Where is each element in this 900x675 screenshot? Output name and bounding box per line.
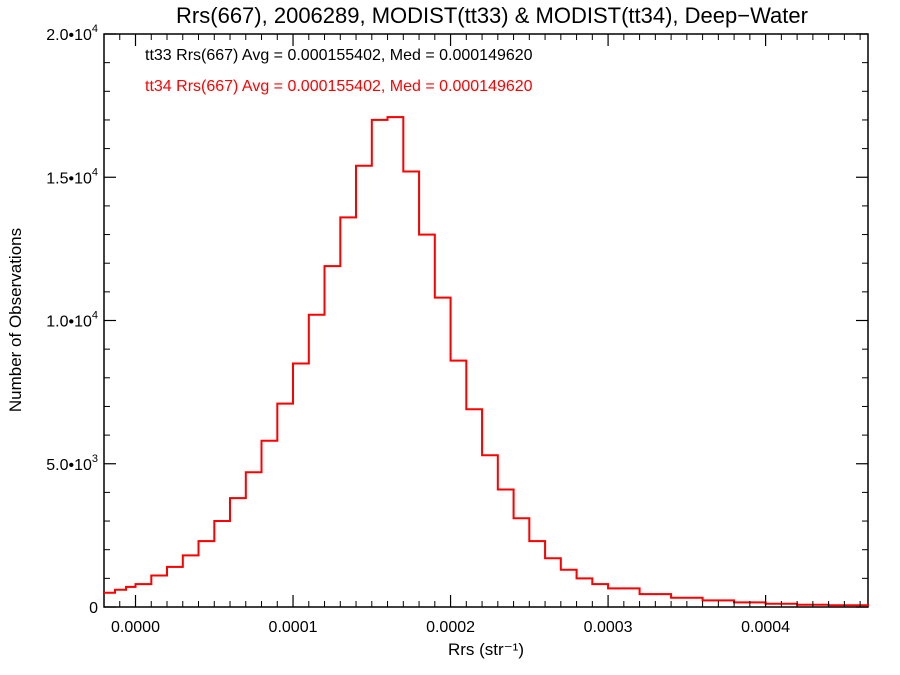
x-tick-label: 0.0003 (584, 619, 633, 636)
tick-layer: 0.0000 0.0001 0.0002 0.0003 0.0004 0 5.0•103 1.… (46, 23, 868, 636)
annotation-tt34-stats: tt34 Rrs(667) Avg = 0.000155402, Med = 0… (145, 78, 533, 95)
x-tick-label: 0.0000 (111, 619, 160, 636)
series-tt34-line (104, 116, 869, 607)
y-tick-label: 1.5•104 (46, 166, 98, 187)
x-tick-label: 0.0004 (741, 619, 790, 636)
y-axis-label: Number of Observations (6, 228, 25, 412)
chart-title: Rrs(667), 2006289, MODIST(tt33) & MODIST… (176, 3, 808, 28)
series-tt33-line (104, 116, 869, 607)
x-tick-label: 0.0002 (426, 619, 475, 636)
y-tick-label: 1.0•104 (46, 310, 98, 331)
y-tick-label: 2.0•104 (46, 23, 98, 44)
series-layer (104, 116, 869, 607)
x-tick-label: 0.0001 (269, 619, 318, 636)
x-axis-label: Rrs (str⁻¹) (448, 640, 524, 659)
y-tick-label: 0 (89, 600, 98, 617)
y-tick-label: 5.0•103 (46, 453, 98, 474)
annotation-tt33-stats: tt33 Rrs(667) Avg = 0.000155402, Med = 0… (145, 47, 533, 64)
